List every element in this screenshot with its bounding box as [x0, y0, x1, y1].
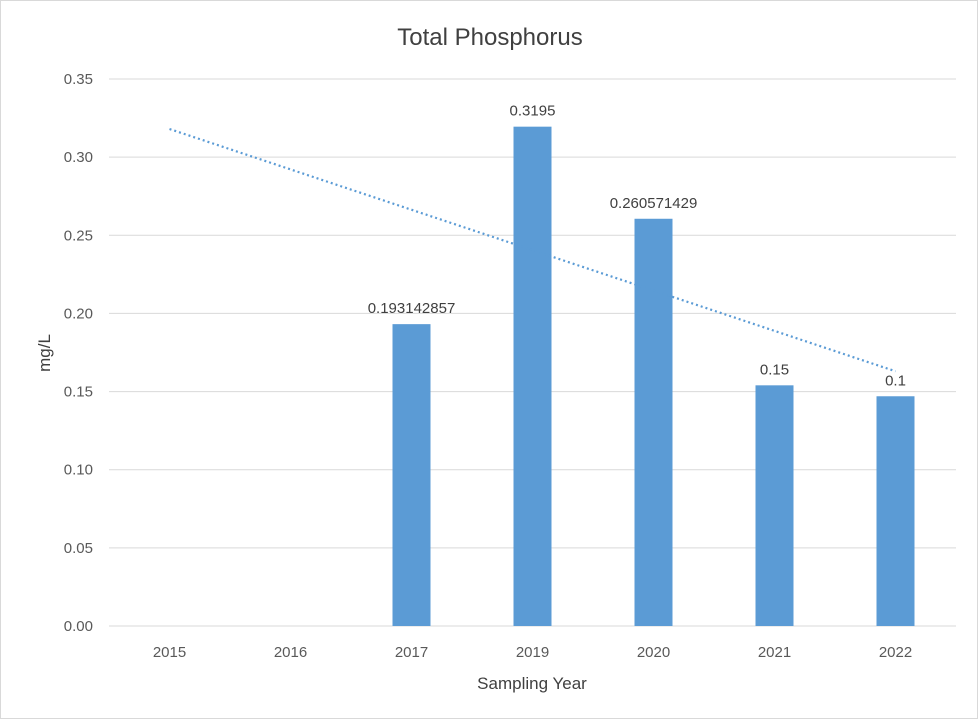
x-tick-label: 2016	[274, 644, 307, 661]
y-tick-label: 0.20	[64, 305, 93, 322]
y-tick-label: 0.15	[64, 384, 93, 401]
y-tick-label: 0.05	[64, 540, 93, 557]
x-tick-label: 2019	[516, 644, 549, 661]
chart-title: Total Phosphorus	[397, 24, 582, 51]
x-tick-label: 2017	[395, 644, 428, 661]
x-tick-label: 2021	[758, 644, 791, 661]
bar-2020	[634, 218, 673, 626]
x-axis-title: Sampling Year	[477, 674, 587, 693]
data-label-2021: 0.15	[760, 361, 789, 378]
bars	[392, 126, 915, 626]
data-label-2017: 0.193142857	[368, 300, 456, 317]
y-tick-label: 0.10	[64, 462, 93, 479]
data-label-2019: 0.3195	[510, 103, 556, 120]
bar-2017	[392, 324, 431, 626]
data-label-2022: 0.1	[885, 372, 906, 389]
y-axis-title: mg/L	[35, 334, 54, 372]
y-tick-label: 0.00	[64, 618, 93, 635]
data-labels: 0.193142857 0.3195 0.260571429 0.15 0.1	[368, 103, 906, 390]
bar-2021	[755, 385, 794, 626]
y-tick-label: 0.30	[64, 149, 93, 166]
x-tick-label: 2022	[879, 644, 912, 661]
y-tick-label: 0.25	[64, 227, 93, 244]
bar-2019	[513, 126, 552, 626]
x-tick-label: 2015	[153, 644, 186, 661]
y-tick-label: 0.35	[64, 71, 93, 88]
x-tick-label: 2020	[637, 644, 670, 661]
data-label-2020: 0.260571429	[610, 195, 698, 212]
bar-2022	[876, 396, 915, 626]
y-axis-ticks: 0.00 0.05 0.10 0.15 0.20 0.25 0.30 0.35	[64, 71, 93, 635]
x-axis-ticks: 2015 2016 2017 2019 2020 2021 2022	[153, 644, 912, 661]
